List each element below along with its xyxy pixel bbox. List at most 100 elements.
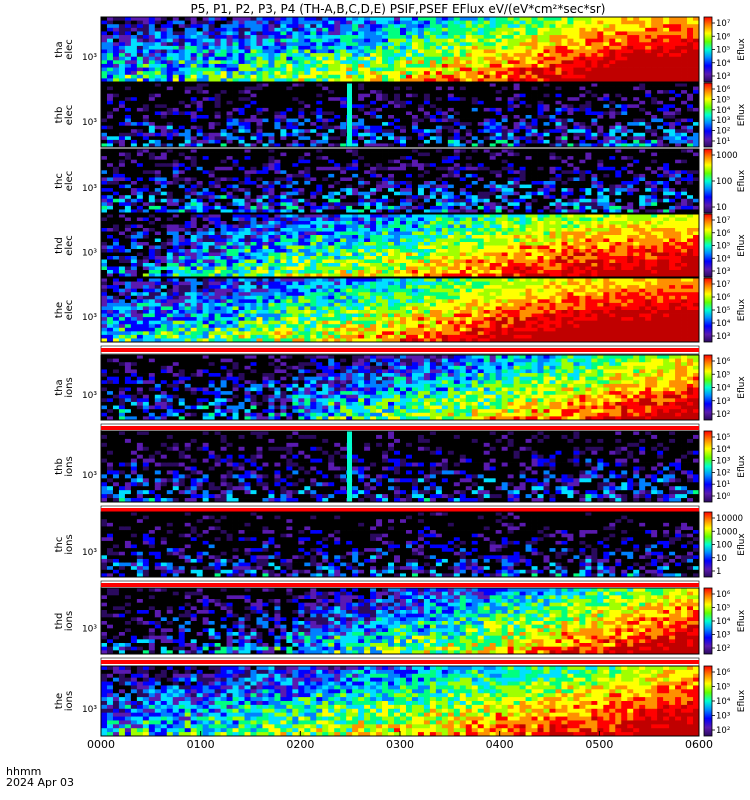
panel-thc-elec: 10³ thc elec 1000 100 10 Eflux	[54, 148, 747, 214]
colorbar-tick-label: 10⁵	[716, 370, 730, 380]
status-bar-fill	[101, 426, 699, 430]
panel-frame	[100, 82, 700, 148]
colorbar-tick-label: 10⁴	[716, 254, 731, 264]
panel-label-species: elec	[64, 105, 75, 126]
colorbar-tha-ions: 10⁶ 10⁵ 10⁴ 10³ 10² Eflux	[703, 354, 747, 421]
panel-label-probe: thb	[54, 107, 65, 124]
colorbar-title: Eflux	[737, 298, 747, 321]
colorbar-tick-label: 10⁶	[716, 668, 731, 678]
panel-label-species: elec	[64, 39, 75, 60]
spectrogram-tha-elec	[101, 17, 700, 83]
colorbar-gradient	[703, 82, 713, 148]
colorbar-gradient	[703, 16, 713, 83]
colorbar-title: Eflux	[737, 609, 747, 632]
colorbar-tick-label: 10⁶	[716, 293, 731, 303]
colorbar-gradient	[703, 665, 713, 737]
colorbar-gradient	[703, 511, 713, 578]
colorbar-gradient	[703, 587, 713, 655]
panel-frame	[100, 213, 700, 278]
panel-label-species: ions	[64, 534, 75, 554]
colorbar-tick-label: 10³	[716, 397, 730, 407]
status-bar-fill	[101, 348, 699, 352]
colorbar-tick-label: 10¹	[716, 480, 730, 490]
colorbar-gradient	[703, 354, 713, 421]
panel-thc-ions: 10³ thc ions 10000 1000 100 10 1 Eflux	[54, 511, 747, 590]
panel-thd-ions: 10³ thd ions 10⁶ 10⁵ 10⁴ 10³ 10² Eflux	[54, 587, 747, 667]
status-bar-fill	[101, 508, 699, 512]
colorbar-tick-label: 10⁴	[716, 617, 731, 627]
y-tick-label: 10³	[82, 118, 97, 128]
status-bar-fill	[101, 583, 699, 587]
figure-title: P5, P1, P2, P3, P4 (TH-A,B,C,D,E) PSIF,P…	[191, 2, 606, 16]
colorbar-the-elec: 10⁷ 10⁶ 10⁵ 10⁴ 10³ Eflux	[703, 277, 747, 343]
colorbar-title: Eflux	[737, 376, 747, 399]
colorbar-gradient	[703, 277, 713, 343]
colorbar-title: Eflux	[737, 455, 747, 478]
colorbar-tick-label: 10⁵	[716, 433, 730, 443]
footer-time-label: hhmm	[6, 765, 41, 778]
colorbar-tick-label: 10³	[716, 72, 730, 82]
x-tick-label: 0500	[585, 738, 613, 751]
spectrogram-thb-elec	[101, 83, 700, 148]
colorbar-title: Eflux	[737, 103, 747, 126]
x-tick-label: 0300	[386, 738, 414, 751]
y-tick-label: 10³	[82, 184, 97, 194]
colorbar-tick-label: 10⁴	[716, 384, 731, 394]
colorbar-thc-elec: 1000 100 10 Eflux	[703, 148, 747, 214]
panel-label-probe: the	[54, 302, 65, 318]
colorbar-tick-label: 1000	[716, 527, 738, 537]
colorbar-tick-label: 100	[716, 177, 732, 187]
colorbar-tick-label: 10⁵	[716, 95, 730, 105]
panel-tha-elec: 10³ tha elec 10⁷ 10⁶ 10⁵ 10⁴ 10³ Eflux	[54, 16, 747, 83]
colorbar-tick-label: 10⁷	[716, 19, 731, 29]
colorbar-tick-label: 1000	[716, 151, 738, 161]
spectrogram-thb-ions	[101, 431, 700, 503]
colorbar-gradient	[703, 213, 713, 278]
x-tick-label: 0100	[187, 738, 215, 751]
x-tick-label: 0600	[685, 738, 713, 751]
colorbar-tick-label: 100	[716, 541, 732, 551]
colorbar-tick-label: 10⁴	[716, 697, 731, 707]
colorbar-title: Eflux	[737, 533, 747, 556]
colorbar-tick-label: 10	[716, 203, 727, 213]
y-tick-label: 10³	[82, 391, 97, 401]
panel-label-species: ions	[64, 377, 75, 397]
panel-label-probe: tha	[54, 379, 65, 395]
colorbar-tick-label: 10	[716, 554, 727, 564]
panel-tha-ions: 10³ tha ions 10⁶ 10⁵ 10⁴ 10³ 10² Eflux	[54, 354, 747, 433]
colorbar-tick-label: 10⁶	[716, 229, 731, 239]
panel-label-probe: tha	[54, 41, 65, 57]
colorbar-tick-label: 10⁴	[716, 445, 731, 455]
colorbar-tick-label: 10⁶	[716, 357, 731, 367]
colorbar-thd-elec: 10⁷ 10⁶ 10⁵ 10⁴ 10³ Eflux	[703, 213, 747, 278]
spectrogram-tha-ions	[101, 355, 700, 421]
colorbar-tick-label: 10⁷	[716, 216, 731, 226]
colorbar-tick-label: 10⁰	[716, 492, 731, 502]
x-tick-label: 0200	[286, 738, 314, 751]
y-tick-label: 10³	[82, 548, 97, 558]
y-tick-label: 10³	[82, 313, 97, 323]
colorbar-tick-label: 10³	[716, 631, 730, 641]
panel-label-species: ions	[64, 691, 75, 711]
panel-label-probe: thc	[54, 537, 65, 553]
colorbar-tick-label: 10³	[716, 332, 730, 342]
colorbar-tick-label: 10000	[716, 514, 743, 524]
colorbar-tick-label: 10⁵	[716, 604, 730, 614]
colorbar-tick-label: 1	[716, 567, 721, 577]
colorbar-thd-ions: 10⁶ 10⁵ 10⁴ 10³ 10² Eflux	[703, 587, 747, 655]
colorbar-tick-label: 10⁶	[716, 32, 731, 42]
y-tick-label: 10³	[82, 249, 97, 259]
colorbar-tick-label: 10³	[716, 116, 730, 126]
colorbar-tick-label: 10⁶	[716, 85, 731, 95]
colorbar-tick-label: 10⁷	[716, 280, 731, 290]
y-tick-label: 10³	[82, 53, 97, 63]
spectrogram-the-ions	[101, 666, 700, 737]
colorbar-tick-label: 10²	[716, 468, 730, 478]
panel-frame	[100, 277, 700, 343]
spectrogram-thc-ions	[101, 512, 700, 578]
panel-the-elec: 10³ the elec 10⁷ 10⁶ 10⁵ 10⁴ 10³ Eflux	[54, 277, 747, 355]
